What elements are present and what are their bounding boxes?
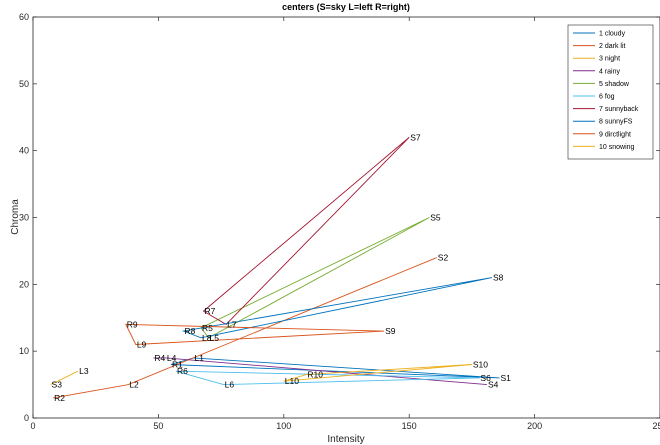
x-tick-label: 100: [276, 421, 291, 431]
x-tick-label: 50: [153, 421, 163, 431]
x-tick-label: 0: [30, 421, 35, 431]
legend-entry-5: 5 shadow: [599, 81, 630, 88]
chart-title: centers (S=sky L=left R=right): [282, 2, 410, 12]
x-tick-label: 250: [652, 421, 660, 431]
point-label-r1: R1: [172, 360, 183, 370]
legend-entry-8: 8 sunnyFS: [599, 119, 633, 126]
point-label-l10: L10: [285, 376, 299, 386]
series-line-1: [170, 357, 500, 379]
plot-area: [32, 16, 660, 419]
y-tick-label: 50: [19, 79, 29, 89]
series-lines: [50, 136, 500, 399]
series-line-3: [50, 370, 79, 386]
series-line-9: [125, 323, 385, 345]
x-tick-label: 150: [402, 421, 417, 431]
point-label-s2: S2: [438, 253, 449, 263]
point-label-l5: L5: [210, 333, 220, 343]
point-label-r6: R6: [177, 366, 188, 376]
point-label-s1: S1: [500, 373, 511, 383]
point-label-l3: L3: [79, 366, 89, 376]
legend-entry-6: 6 fog: [599, 94, 615, 101]
y-tick-label: 0: [24, 413, 29, 423]
point-label-r5: R5: [202, 323, 213, 333]
legend-entry-1: 1 cloudy: [599, 31, 626, 38]
legend-box: [567, 24, 654, 160]
point-label-l9: L9: [137, 339, 147, 349]
legend-entry-7: 7 sunnyback: [599, 106, 639, 113]
point-label-r7: R7: [205, 306, 216, 316]
point-label-s6: S6: [480, 373, 491, 383]
point-label-l8: L8: [202, 333, 212, 343]
point-label-l4: L4: [167, 353, 177, 363]
y-tick-label: 10: [19, 346, 29, 356]
x-tick-label: 200: [527, 421, 542, 431]
legend-entry-3: 3 night: [599, 56, 620, 63]
series-line-2: [53, 257, 437, 399]
point-label-l1: L1: [195, 353, 205, 363]
point-label-s7: S7: [410, 132, 421, 142]
legend-entry-4: 4 rainy: [599, 68, 621, 75]
point-label-r2: R2: [54, 393, 65, 403]
y-tick-label: 30: [19, 213, 29, 223]
legend: 1 cloudy 2 dark lit 3 night 4 rainy 5 shadow…: [567, 24, 654, 160]
y-tick-label: 60: [19, 12, 29, 22]
axis-ticks: 0 50 100 150 200 250 0 10 20 30 40 50 60: [19, 12, 660, 431]
point-label-s10: S10: [473, 360, 488, 370]
x-axis-label: Intensity: [327, 434, 364, 445]
point-label-l2: L2: [129, 380, 139, 390]
legend-entry-9: 9 dirctlight: [599, 131, 631, 138]
legend-entry-2: 2 dark lit: [599, 43, 626, 50]
series-line-4: [153, 357, 487, 386]
series-line-6: [175, 370, 480, 386]
series-line-5: [200, 217, 430, 339]
point-label-l6: L6: [225, 380, 235, 390]
point-label-r10: R10: [307, 370, 323, 380]
y-tick-label: 20: [19, 279, 29, 289]
series-line-10: [283, 364, 472, 382]
point-label-r8: R8: [184, 326, 195, 336]
point-label-s3: S3: [52, 380, 63, 390]
point-label-s5: S5: [430, 213, 441, 223]
point-label-s4: S4: [488, 380, 499, 390]
point-label-r4: R4: [154, 353, 165, 363]
point-label-s9: S9: [385, 326, 396, 336]
point-label-s8: S8: [493, 273, 504, 283]
point-label-l7: L7: [227, 319, 237, 329]
legend-entry-10: 10 snowing: [599, 144, 635, 151]
y-axis-label: Chroma: [10, 199, 21, 235]
y-tick-label: 40: [19, 146, 29, 156]
series-line-7: [202, 136, 410, 325]
point-label-r9: R9: [127, 319, 138, 329]
series-line-8: [181, 277, 493, 339]
